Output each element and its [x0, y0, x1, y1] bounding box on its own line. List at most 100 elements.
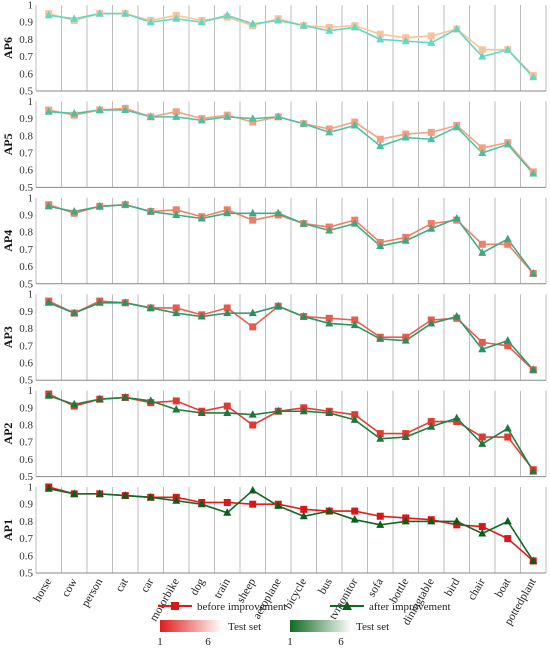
point-after	[70, 14, 79, 22]
y-tick-label: 0.9	[19, 210, 33, 222]
point-before	[249, 323, 257, 331]
panel-ap3: 0.5 0.6 0.7 0.8 0.9 1 AP3	[1, 289, 547, 387]
point-after	[95, 394, 104, 403]
point-after	[146, 207, 155, 215]
point-before	[453, 418, 461, 426]
point-after	[478, 344, 487, 353]
point-before	[478, 46, 486, 54]
point-before	[249, 421, 257, 429]
point-before	[376, 30, 384, 38]
point-after	[121, 298, 130, 306]
point-before	[351, 507, 359, 515]
point-after	[376, 141, 385, 150]
point-after	[121, 9, 130, 17]
point-before	[376, 512, 384, 520]
point-after	[248, 19, 257, 27]
point-after	[146, 492, 155, 501]
point-before	[172, 397, 180, 405]
point-after	[376, 241, 385, 249]
y-tick-label: 0.8	[19, 323, 33, 335]
point-after	[427, 134, 436, 143]
point-after	[121, 200, 130, 208]
point-after	[70, 489, 79, 497]
legend-after-gradient	[290, 620, 352, 632]
point-before	[478, 523, 486, 531]
point-after	[376, 434, 385, 442]
point-after	[376, 334, 385, 342]
point-after	[44, 298, 53, 306]
point-after	[529, 365, 538, 373]
category-label: cat	[114, 576, 131, 594]
point-before	[478, 144, 486, 152]
y-tick-label: 0.8	[19, 516, 33, 528]
category-label: bird	[443, 576, 463, 598]
point-after	[503, 234, 512, 243]
category-label: horse	[31, 577, 54, 605]
point-after	[172, 112, 181, 120]
point-after	[223, 408, 232, 416]
y-tick-label: 0.5	[19, 278, 33, 290]
point-before	[351, 411, 359, 419]
panel-ap1: 0.5 0.6 0.7 0.8 0.9 1 AP1	[1, 482, 547, 580]
point-after	[197, 213, 206, 222]
point-before	[478, 338, 486, 346]
y-tick-label: 0.7	[19, 533, 33, 545]
point-after	[121, 392, 130, 401]
y-tick-label: 0.7	[19, 340, 33, 352]
point-after	[452, 312, 461, 320]
series-line-after	[48, 12, 534, 78]
point-after	[529, 72, 538, 81]
point-after	[325, 506, 334, 515]
y-tick-label: 0.5	[19, 471, 33, 483]
legend-before-scale-start: 1	[157, 636, 163, 648]
point-after	[401, 36, 410, 45]
point-before	[427, 220, 435, 228]
point-after	[299, 219, 308, 227]
point-after	[121, 491, 130, 499]
point-after	[503, 336, 512, 344]
point-after	[223, 508, 232, 516]
point-before	[325, 314, 333, 322]
point-after	[248, 308, 257, 317]
point-after	[44, 484, 53, 492]
point-after	[478, 148, 487, 156]
point-after	[427, 516, 436, 525]
point-after	[503, 423, 512, 432]
point-after	[452, 413, 461, 422]
point-after	[172, 405, 181, 413]
point-after	[223, 10, 232, 19]
y-tick-label: 0.7	[19, 148, 33, 160]
panel-ap2: 0.5 0.6 0.7 0.8 0.9 1 AP2	[1, 385, 547, 483]
y-axis-label: AP6	[1, 37, 15, 59]
point-after	[299, 21, 308, 29]
point-after	[146, 17, 155, 26]
point-after	[95, 489, 104, 497]
point-after	[325, 408, 334, 416]
point-before	[223, 498, 231, 506]
y-axis-label: AP4	[1, 230, 15, 252]
point-after	[248, 485, 257, 494]
point-after	[401, 516, 410, 525]
point-after	[223, 208, 232, 217]
y-tick-label: 1	[28, 0, 34, 12]
point-after	[401, 432, 410, 441]
point-after	[248, 410, 257, 418]
point-after	[427, 318, 436, 327]
point-before	[427, 128, 435, 136]
y-tick-label: 0.7	[19, 244, 33, 256]
point-after	[197, 17, 206, 26]
y-tick-label: 0.5	[19, 375, 33, 387]
point-after	[478, 248, 487, 256]
legend-before-marker	[171, 602, 179, 610]
legend-after-scale-end: 6	[338, 636, 344, 648]
y-tick-label: 0.8	[19, 420, 33, 432]
series-line-after	[48, 301, 534, 371]
point-before	[249, 216, 257, 224]
category-label: sofa	[366, 577, 386, 600]
category-label: person	[80, 576, 106, 609]
category-label: boat	[493, 576, 514, 600]
category-label: bus	[316, 576, 335, 596]
category-label: chair	[466, 576, 488, 602]
legend-after-scale-start: 1	[287, 636, 293, 648]
